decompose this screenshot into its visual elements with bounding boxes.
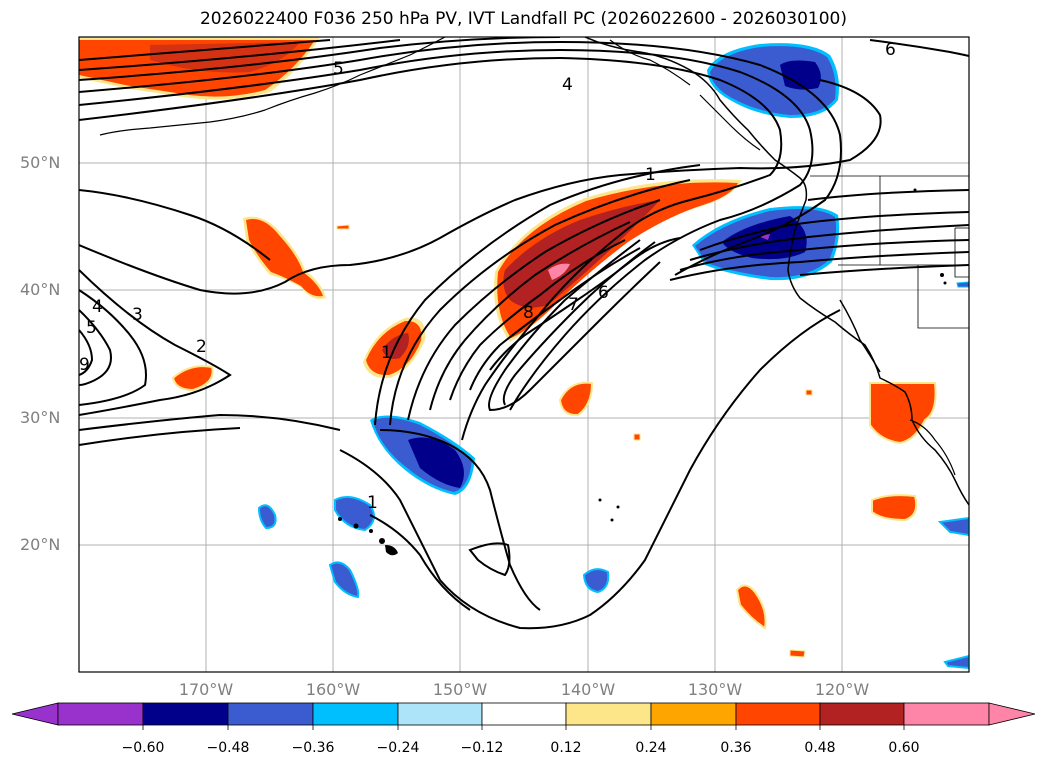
colorbar-tick-label: 0.60 [888,740,920,756]
colorbar-segment [312,702,399,726]
colorbar-extend-high [988,702,1036,726]
contour-label: 4 [92,297,103,317]
colorbar-segment [227,702,314,726]
colorbar-segment [397,702,483,726]
lon-label-130w: 130°W [687,680,743,699]
coastlines [99,37,969,506]
lon-label-160w: 160°W [305,680,361,699]
colorbar-segment [142,702,229,726]
contour-label: 5 [86,318,97,338]
colorbar-segment [819,702,905,726]
colorbar-tick-label: 0.48 [804,740,836,756]
contour-label: 5 [333,59,344,79]
lon-label-120w: 120°W [814,680,870,699]
contour-lines [79,37,969,630]
contour-label: 7 [568,295,579,315]
colorbar-segment [57,702,144,726]
contour-label: 6 [598,283,609,303]
contour-label: 1 [381,343,392,363]
lat-label-20n: 20°N [20,535,61,554]
colorbar-tick-label: −0.60 [121,740,165,756]
contour-label: 4 [562,75,573,95]
colorbar-segment [481,702,567,726]
colorbar-segment [650,702,737,726]
lat-label-40n: 40°N [20,280,61,299]
contour-label: 2 [196,337,207,357]
positive-anomaly-regions [79,37,937,658]
colorbar [11,702,1036,730]
colorbar-tick-label: −0.48 [206,740,250,756]
contour-label: 6 [885,40,896,60]
lon-label-140w: 140°W [560,680,616,699]
colorbar-tick-label: −0.24 [376,740,420,756]
contour-label: 9 [79,355,90,375]
contour-label-group: 1 1 2 3 4 4 5 6 6 7 8 9 1 5 [79,40,896,513]
colorbar-tick-label: 0.36 [720,740,752,756]
colorbar-tick-label: −0.12 [460,740,504,756]
contour-label: 8 [523,303,534,323]
plot-frame [78,36,970,673]
contour-label: 1 [645,165,656,185]
colorbar-segment [565,702,652,726]
islands [338,188,947,556]
plot-area [79,37,969,672]
lat-label-30n: 30°N [20,408,61,427]
colorbar-extend-low [11,702,59,726]
colorbar-segment [735,702,821,726]
colorbar-tick-label: 0.24 [635,740,667,756]
lat-label-50n: 50°N [20,153,61,172]
colorbar-tick-label: −0.36 [291,740,335,756]
contour-label: 3 [132,305,143,325]
colorbar-segment [903,702,990,726]
map-title: 2026022400 F036 250 hPa PV, IVT Landfall… [199,9,847,29]
colorbar-tick-label: 0.12 [550,740,582,756]
lon-label-150w: 150°W [432,680,488,699]
lon-label-170w: 170°W [178,680,234,699]
contour-label: 1 [367,493,378,513]
